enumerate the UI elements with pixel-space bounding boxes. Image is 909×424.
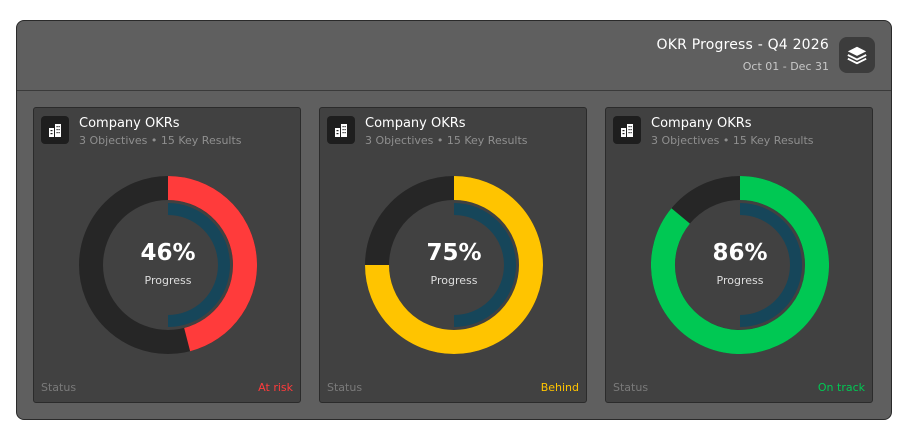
progress-caption: Progress (430, 274, 478, 287)
donut-progress-arc (651, 176, 829, 354)
status-label: Status (327, 381, 363, 394)
date-range: Oct 01 - Dec 31 (742, 60, 829, 73)
donut-progress-arc (365, 176, 543, 354)
okr-cards: Company OKRs 3 Objectives • 15 Key Resul… (33, 107, 873, 403)
card-title: Company OKRs (651, 116, 752, 131)
status-label: Status (41, 381, 77, 394)
okr-card[interactable]: Company OKRs 3 Objectives • 15 Key Resul… (605, 107, 873, 403)
building-icon (335, 124, 347, 137)
card-icon-box (613, 116, 641, 144)
card-icon-box (327, 116, 355, 144)
okr-card[interactable]: Company OKRs 3 Objectives • 15 Key Resul… (33, 107, 301, 403)
okr-panel: OKR Progress - Q4 2026 Oct 01 - Dec 31 (16, 20, 892, 420)
progress-percent: 75% (426, 240, 482, 266)
building-icon (621, 124, 633, 137)
header-text: OKR Progress - Q4 2026 Oct 01 - Dec 31 (657, 37, 829, 73)
layers-button[interactable] (839, 37, 875, 73)
card-title: Company OKRs (79, 116, 180, 131)
card-icon-box (41, 116, 69, 144)
status-badge: On track (817, 381, 865, 394)
layers-icon (847, 46, 867, 65)
progress-caption: Progress (144, 274, 192, 287)
progress-donut (79, 176, 257, 354)
card-subtitle: 3 Objectives • 15 Key Results (651, 134, 814, 147)
progress-percent: 86% (712, 240, 768, 266)
donut-progress-arc (167, 176, 257, 352)
progress-donut (365, 176, 543, 354)
progress-percent: 46% (140, 240, 196, 266)
progress-donut (651, 176, 829, 354)
card-title: Company OKRs (365, 116, 466, 131)
donut-inner-arc (453, 203, 516, 327)
panel-header: OKR Progress - Q4 2026 Oct 01 - Dec 31 (17, 21, 891, 91)
progress-caption: Progress (716, 274, 764, 287)
card-subtitle: 3 Objectives • 15 Key Results (365, 134, 528, 147)
status-badge: Behind (540, 381, 579, 394)
okr-card[interactable]: Company OKRs 3 Objectives • 15 Key Resul… (319, 107, 587, 403)
donut-inner-arc (739, 203, 802, 327)
card-subtitle: 3 Objectives • 15 Key Results (79, 134, 242, 147)
status-label: Status (613, 381, 649, 394)
status-badge: At risk (258, 381, 293, 394)
donut-inner-arc (167, 203, 230, 327)
building-icon (49, 124, 61, 137)
page-title: OKR Progress - Q4 2026 (656, 37, 829, 53)
